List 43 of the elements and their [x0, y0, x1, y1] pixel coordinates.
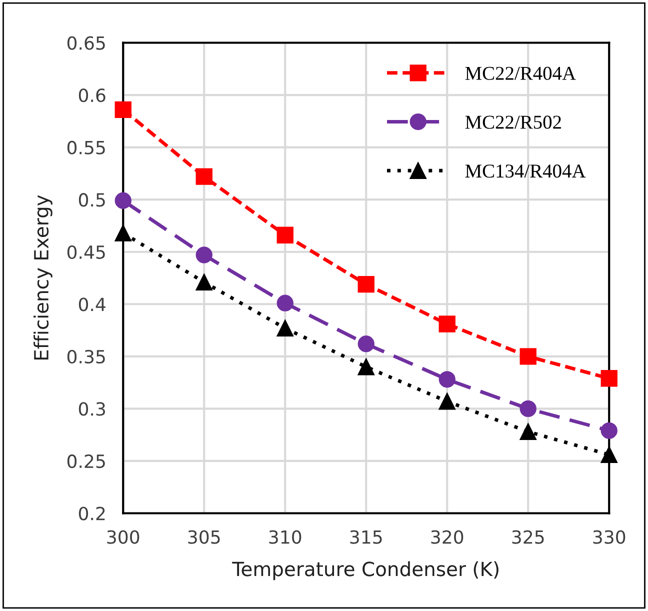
x-tick-label: 305 [188, 530, 220, 544]
y-tick-label: 0.55 [67, 140, 105, 154]
point [196, 274, 212, 291]
point [520, 400, 536, 418]
point [438, 393, 456, 410]
x-tick-label: 320 [431, 530, 464, 544]
y-tick-label: 0.25 [67, 454, 105, 468]
y-tick-label: 0.45 [67, 245, 105, 259]
point [114, 192, 132, 209]
x-axis-title: Temperature Condenser (K) [232, 561, 498, 580]
point [358, 358, 374, 376]
y-tick-label: 0.4 [78, 298, 106, 312]
y-tick-label: 0.65 [67, 36, 105, 50]
legend-label: MC22/R502 [465, 116, 561, 129]
point [114, 101, 132, 118]
y-tick-label: 0.5 [78, 193, 105, 207]
point [358, 276, 374, 293]
legend-label: MC22/R404A [465, 66, 576, 80]
point [600, 370, 618, 387]
point [276, 294, 294, 312]
x-tick-label: 310 [269, 530, 302, 544]
point [600, 422, 618, 439]
point [196, 246, 212, 264]
x-tick-label: 300 [107, 530, 140, 544]
point [520, 348, 536, 365]
legend-label: MC134/R404A [465, 164, 586, 178]
y-tick-label: 0.2 [78, 506, 105, 520]
y-tick-label: 0.6 [78, 88, 106, 102]
x-tick-label: 315 [350, 530, 382, 544]
point [600, 446, 618, 464]
y-tick-label: 0.3 [78, 402, 106, 416]
point [438, 316, 456, 332]
point [520, 423, 536, 440]
point [196, 168, 212, 185]
x-tick-label: 325 [512, 530, 544, 544]
point [276, 226, 294, 244]
point [276, 320, 294, 337]
point [114, 224, 132, 242]
x-tick-label: 330 [593, 530, 626, 544]
point [358, 336, 374, 352]
y-axis-title: Efficiency Exergy [34, 195, 52, 360]
point [438, 371, 456, 388]
y-tick-label: 0.35 [67, 350, 105, 364]
